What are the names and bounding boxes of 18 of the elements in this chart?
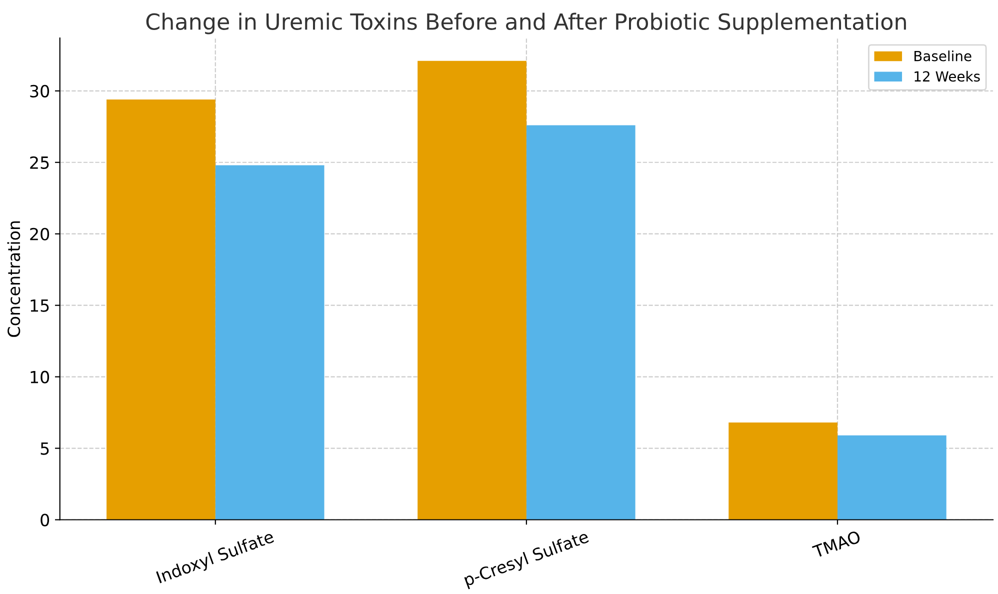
y-tick-label: 0: [40, 514, 50, 526]
chart-title: Change in Uremic Toxins Before and After Probiotic Supplementation: [146, 12, 906, 34]
legend-label: Baseline: [914, 50, 972, 62]
bar: [837, 435, 946, 520]
y-tick-label: 20: [30, 228, 50, 240]
bar: [106, 99, 216, 520]
bar: [526, 125, 636, 520]
bar: [728, 422, 838, 520]
y-tick-label: 10: [30, 370, 50, 384]
bar: [418, 60, 526, 520]
y-axis-title: Concentration: [7, 221, 20, 337]
y-tick-label: 30: [30, 84, 50, 98]
x-tick-label: TMAO: [812, 530, 862, 558]
legend-label: 12 Weeks: [914, 70, 980, 82]
y-tick-label: 25: [30, 156, 49, 169]
y-tick-label: 15: [30, 300, 49, 312]
y-tick-label: 5: [40, 442, 49, 455]
bar: [215, 165, 324, 520]
